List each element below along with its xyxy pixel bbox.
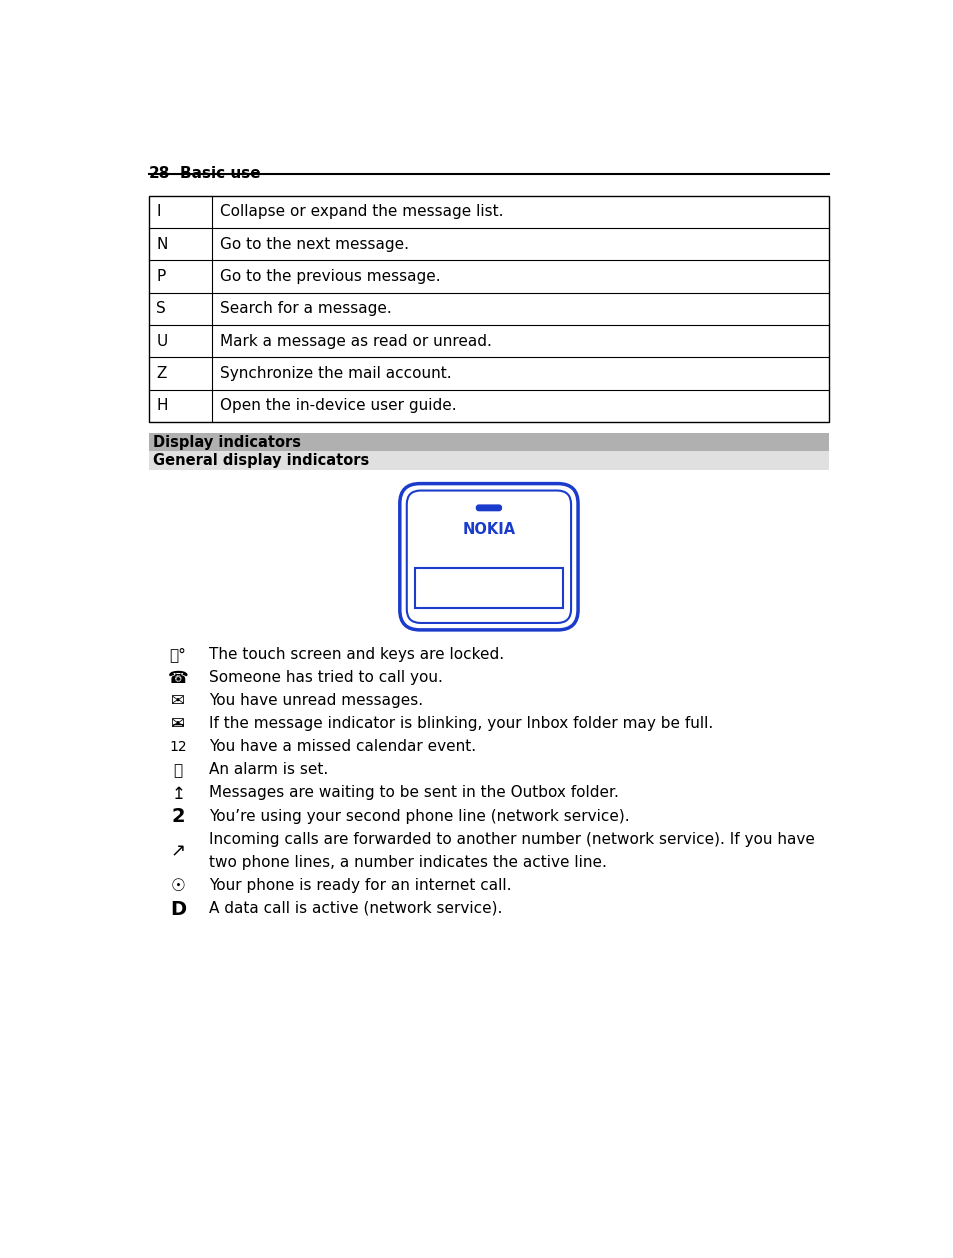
Text: A data call is active (network service).: A data call is active (network service). xyxy=(209,901,502,916)
Bar xyxy=(149,452,828,469)
Text: Go to the next message.: Go to the next message. xyxy=(220,237,409,252)
FancyBboxPatch shape xyxy=(406,491,571,623)
Text: NOKIA: NOKIA xyxy=(462,522,515,537)
Text: 12: 12 xyxy=(170,740,187,755)
Text: General display indicators: General display indicators xyxy=(153,453,369,468)
Text: Display indicators: Display indicators xyxy=(153,434,301,449)
Text: D: D xyxy=(170,899,186,918)
Text: Mark a message as read or unread.: Mark a message as read or unread. xyxy=(220,333,492,348)
Text: S: S xyxy=(156,302,166,316)
Text: You have a missed calendar event.: You have a missed calendar event. xyxy=(209,740,476,755)
Text: You’re using your second phone line (network service).: You’re using your second phone line (net… xyxy=(209,809,629,824)
Text: Incoming calls are forwarded to another number (network service). If you have: Incoming calls are forwarded to another … xyxy=(209,832,814,847)
Text: ↗: ↗ xyxy=(171,843,186,860)
Text: Collapse or expand the message list.: Collapse or expand the message list. xyxy=(220,204,503,219)
Text: ↺: ↺ xyxy=(535,581,546,595)
Text: Someone has tried to call you.: Someone has tried to call you. xyxy=(209,671,442,684)
Text: ↥: ↥ xyxy=(171,785,185,803)
Text: U: U xyxy=(156,333,168,348)
Text: N: N xyxy=(156,237,168,252)
Text: ⚒: ⚒ xyxy=(416,581,429,595)
Text: ◆: ◆ xyxy=(476,581,487,595)
Text: ✉: ✉ xyxy=(171,692,185,710)
Text: 28: 28 xyxy=(149,166,170,181)
Text: ↥: ↥ xyxy=(516,581,526,595)
Text: H: H xyxy=(156,399,168,414)
Text: Your phone is ready for an internet call.: Your phone is ready for an internet call… xyxy=(209,878,511,893)
Bar xyxy=(149,196,828,421)
Text: You have unread messages.: You have unread messages. xyxy=(209,693,423,708)
Text: Open the in-device user guide.: Open the in-device user guide. xyxy=(220,399,456,414)
Text: ☉: ☉ xyxy=(171,877,186,894)
Text: ✉: ✉ xyxy=(456,581,467,595)
FancyBboxPatch shape xyxy=(476,504,501,511)
Text: P: P xyxy=(156,269,166,284)
Text: ☎: ☎ xyxy=(168,669,189,687)
Bar xyxy=(149,433,828,452)
Text: An alarm is set.: An alarm is set. xyxy=(209,762,328,777)
Text: The touch screen and keys are locked.: The touch screen and keys are locked. xyxy=(209,647,504,662)
Text: two phone lines, a number indicates the active line.: two phone lines, a number indicates the … xyxy=(209,854,606,869)
Text: Go to the previous message.: Go to the previous message. xyxy=(220,269,440,284)
Text: ⚿°: ⚿° xyxy=(170,648,187,663)
Text: ↗: ↗ xyxy=(496,581,507,595)
Text: 12: 12 xyxy=(433,581,452,595)
Bar xyxy=(415,569,562,609)
Text: 2: 2 xyxy=(172,808,185,827)
Text: If the message indicator is blinking, your Inbox folder may be full.: If the message indicator is blinking, yo… xyxy=(209,716,713,731)
Text: Z: Z xyxy=(156,366,167,381)
FancyBboxPatch shape xyxy=(399,483,578,630)
Text: ✉̶: ✉̶ xyxy=(171,716,185,733)
Text: I: I xyxy=(156,204,161,219)
Text: Search for a message.: Search for a message. xyxy=(220,302,392,316)
Text: ⏰: ⏰ xyxy=(173,762,183,777)
Text: Messages are waiting to be sent in the Outbox folder.: Messages are waiting to be sent in the O… xyxy=(209,785,618,800)
Text: Basic use: Basic use xyxy=(179,166,260,181)
Text: Synchronize the mail account.: Synchronize the mail account. xyxy=(220,366,451,381)
